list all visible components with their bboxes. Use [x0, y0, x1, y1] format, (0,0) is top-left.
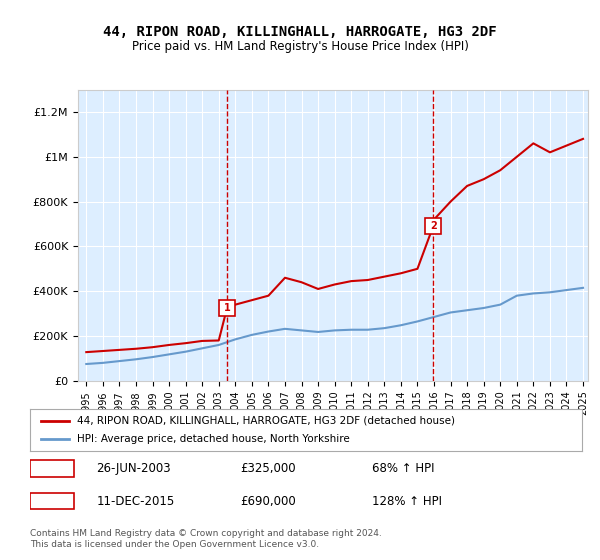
Text: HPI: Average price, detached house, North Yorkshire: HPI: Average price, detached house, Nort… [77, 434, 350, 444]
Text: 44, RIPON ROAD, KILLINGHALL, HARROGATE, HG3 2DF (detached house): 44, RIPON ROAD, KILLINGHALL, HARROGATE, … [77, 416, 455, 426]
Text: 128% ↑ HPI: 128% ↑ HPI [372, 494, 442, 507]
FancyBboxPatch shape [30, 493, 74, 510]
Text: £325,000: £325,000 [240, 463, 295, 475]
Text: 11-DEC-2015: 11-DEC-2015 [96, 494, 175, 507]
Text: 26-JUN-2003: 26-JUN-2003 [96, 463, 171, 475]
FancyBboxPatch shape [30, 460, 74, 477]
Text: 2: 2 [430, 221, 437, 231]
Text: Price paid vs. HM Land Registry's House Price Index (HPI): Price paid vs. HM Land Registry's House … [131, 40, 469, 53]
Text: 1: 1 [48, 463, 56, 475]
Text: 1: 1 [224, 303, 230, 313]
Text: £690,000: £690,000 [240, 494, 296, 507]
Text: 44, RIPON ROAD, KILLINGHALL, HARROGATE, HG3 2DF: 44, RIPON ROAD, KILLINGHALL, HARROGATE, … [103, 25, 497, 39]
Text: Contains HM Land Registry data © Crown copyright and database right 2024.
This d: Contains HM Land Registry data © Crown c… [30, 529, 382, 549]
Text: 68% ↑ HPI: 68% ↑ HPI [372, 463, 435, 475]
Text: 2: 2 [48, 494, 56, 507]
